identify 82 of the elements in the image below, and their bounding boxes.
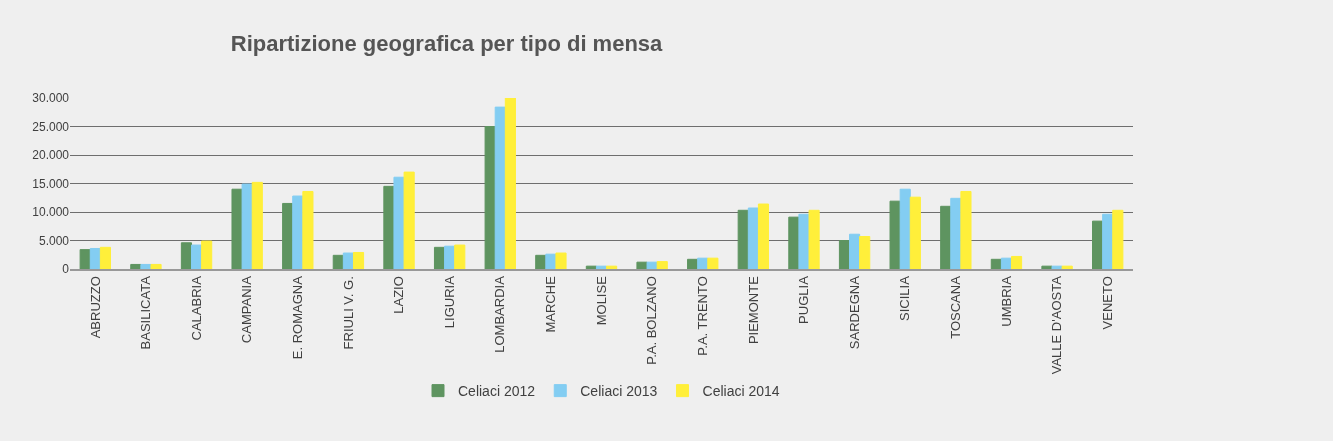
bar: [909, 196, 921, 269]
bar: [89, 247, 101, 269]
bar: [940, 205, 952, 269]
bar: [960, 190, 972, 269]
x-tick-label: SICILIA: [897, 275, 913, 321]
x-tick-label: CAMPANIA: [239, 275, 255, 344]
bar: [788, 216, 800, 269]
bar: [798, 213, 810, 269]
bar: [251, 181, 263, 269]
bar: [1102, 213, 1114, 269]
bar: [757, 203, 770, 269]
y-tick-label: 20.000: [32, 148, 70, 163]
bar: [899, 188, 911, 269]
x-tick-label: TOSCANA: [948, 275, 964, 339]
x-tick-label: FRIULI V. G.: [340, 276, 356, 350]
legend-label: Celiaci 2014: [702, 383, 780, 400]
bar: [859, 236, 871, 269]
y-tick-label: 30.000: [32, 91, 70, 106]
bar: [656, 261, 668, 269]
bar: [352, 251, 365, 269]
bar: [180, 242, 192, 269]
bar: [838, 240, 851, 269]
bar: [393, 176, 405, 269]
x-tick-label: UMBRIA: [998, 275, 1014, 327]
y-tick-label: 0: [62, 262, 70, 277]
x-tick-label: LIGURIA: [441, 275, 457, 329]
x-tick-label: MARCHE: [543, 275, 559, 333]
bar: [241, 183, 253, 269]
bar: [454, 244, 466, 269]
x-tick-label: VALLE D'AOSTA: [1049, 275, 1065, 375]
bar: [231, 188, 243, 269]
x-tick-label: E. ROMAGNA: [290, 275, 306, 360]
x-tick-label: CALABRIA: [188, 275, 204, 341]
bar: [1061, 265, 1073, 269]
x-tick-label: VENETO: [1099, 276, 1115, 330]
bar: [1092, 220, 1104, 269]
x-tick-label: PIEMONTE: [745, 275, 761, 345]
bar: [292, 195, 304, 269]
x-tick-label: P.A. TRENTO: [694, 276, 710, 356]
chart-title: Ripartizione geografica per tipo di mensa: [230, 30, 664, 56]
bar: [190, 244, 203, 269]
bar: [747, 207, 759, 269]
legend-label: Celiaci 2012: [458, 383, 536, 400]
x-tick-label: MOLISE: [593, 275, 609, 326]
y-tick-label: 25.000: [32, 119, 70, 134]
bar: [150, 263, 162, 269]
bar: [889, 200, 901, 269]
bar: [494, 106, 506, 269]
bar: [484, 126, 496, 269]
x-tick-label: P.A. BOLZANO: [644, 276, 660, 365]
x-tick-label: LAZIO: [391, 276, 407, 314]
bar: [433, 246, 446, 269]
x-tick-label: ABRUZZO: [87, 276, 103, 339]
x-tick-label: PUGLIA: [796, 275, 812, 324]
bar: [808, 209, 820, 269]
bar: [1011, 255, 1023, 269]
bar: [140, 263, 152, 269]
bar: [282, 202, 294, 269]
bar: [130, 263, 142, 269]
bar: [646, 261, 658, 269]
legend-label: Celiaci 2013: [580, 383, 658, 400]
x-tick-label: LOMBARDIA: [492, 275, 508, 353]
bar: [504, 98, 516, 269]
bar: [707, 257, 719, 269]
x-tick-label: SARDEGNA: [846, 275, 862, 350]
y-tick-label: 10.000: [32, 205, 70, 220]
bar: [302, 190, 314, 269]
bar: [201, 240, 213, 269]
y-tick-label: 5.000: [38, 233, 70, 248]
y-tick-label: 15.000: [32, 176, 70, 191]
x-tick-label: BASILICATA: [138, 275, 154, 350]
bar: [1112, 209, 1124, 269]
bar: [383, 185, 395, 269]
bar: [79, 249, 91, 269]
bar: [342, 252, 354, 269]
bar: [555, 252, 567, 269]
bar: [849, 233, 861, 269]
bar: [99, 246, 111, 269]
bar: [403, 171, 415, 269]
bar: [606, 265, 618, 269]
bar: [737, 209, 749, 269]
bar: [950, 197, 962, 269]
